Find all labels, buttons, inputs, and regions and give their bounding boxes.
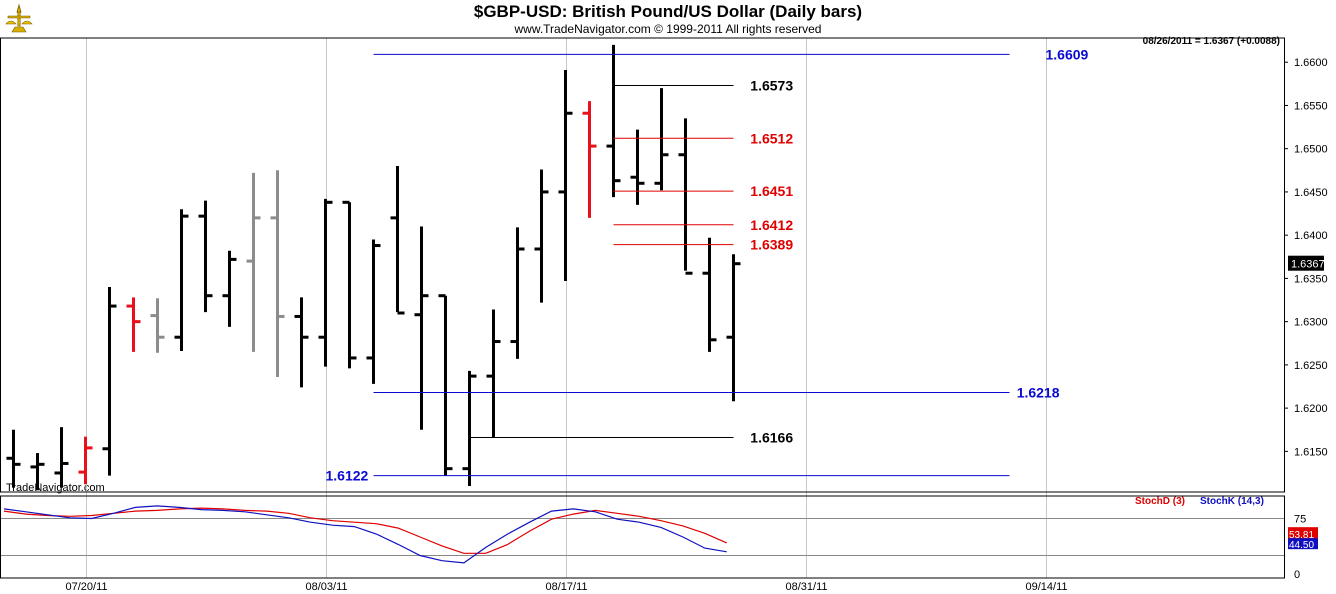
ohlc-bar [462,370,477,486]
ohlc-bar [510,227,525,359]
ohlc-bar [606,44,621,198]
y-tick-label: 1.6450 [1294,187,1328,199]
level-label: 1.6451 [750,183,793,199]
trade-navigator-logo-icon [4,2,34,36]
ohlc-bar [414,226,429,430]
ohlc-bar [222,250,237,327]
level-label: 1.6389 [750,237,793,253]
ohlc-bar [6,429,21,488]
stoch-k-value: 44.50 [1289,540,1314,551]
ohlc-bar [30,453,45,491]
level-label: 1.6122 [326,468,369,484]
level-label: 1.6512 [750,130,793,146]
price-panel-frame [0,37,1285,493]
y-tick-label: 1.6300 [1294,317,1328,329]
ohlc-bar [318,198,333,367]
level-label: 1.6166 [750,430,793,446]
stoch-line [3,505,727,564]
ohlc-bar [366,239,381,384]
ohlc-bar [726,254,741,402]
price-readout: 08/26/2011 = 1.6367 (+0.0088) [1142,36,1280,47]
level-label: 1.6218 [1017,385,1060,401]
x-tick-label: 09/14/11 [1025,581,1067,593]
ohlc-bar [102,287,117,476]
ohlc-bar [150,298,165,353]
stoch-panel-frame [0,495,1285,579]
ohlc-bar [246,172,261,352]
y-tick-label: 1.6150 [1294,446,1328,458]
ohlc-bar [702,237,717,352]
ohlc-bar [198,200,213,313]
ohlc-bar [294,297,309,388]
y-tick-label: 1.6350 [1294,273,1328,285]
x-tick-label: 08/31/11 [785,581,827,593]
ohlc-bar [54,427,69,488]
y-tick-label: 1.6600 [1294,57,1328,69]
y-tick-label: 1.6550 [1294,100,1328,112]
x-tick-label: 08/17/11 [545,581,587,593]
ohlc-bar [438,294,453,476]
ohlc-bar [654,88,669,191]
ohlc-bar [630,129,645,205]
chart-title: $GBP-USD: British Pound/US Dollar (Daily… [473,2,863,21]
y-tick-label: 1.6200 [1294,403,1328,415]
ohlc-bar [78,436,93,485]
watermark: TradeNavigator.com [6,482,105,494]
stoch-d-value: 53.81 [1289,530,1314,541]
ohlc-bar [582,101,597,218]
ohlc-bar [342,200,357,369]
chart-subtitle: www.TradeNavigator.com © 1999-2011 All r… [514,22,822,36]
axes: 07/20/11 08/03/11 08/17/11 08/31/11 09/14/11… [0,37,1328,593]
stochastic-panel [0,505,1284,564]
stoch-d-value-box [1288,527,1318,541]
stoch-y-tick-label: 75 [1294,514,1306,526]
level-label: 1.6412 [750,217,793,233]
level-label: 1.6573 [750,78,793,94]
stoch-k-value-box [1288,538,1318,550]
last-price-label: 1.6367 [1291,259,1325,271]
last-price-box [1288,255,1324,271]
ohlc-bar [558,69,573,281]
legend-stoch-k: StochK (14,3) [1200,496,1264,507]
ohlc-bar [174,209,189,352]
stoch-line [3,507,727,554]
ohlc-bar [678,118,693,275]
x-tick-label: 07/20/11 [65,581,107,593]
ohlc-bar [270,170,285,377]
ohlc-bar [534,169,549,303]
price-bars [6,44,741,491]
level-label: 1.6609 [1046,46,1089,62]
ohlc-bar [486,309,501,438]
legend-stoch-d: StochD (3) [1135,496,1185,507]
ohlc-bar [390,165,405,315]
ohlc-bar [126,297,141,352]
stoch-y-tick-label: 0 [1294,569,1300,581]
y-tick-label: 1.6500 [1294,144,1328,156]
y-tick-label: 1.6250 [1294,360,1328,372]
y-tick-label: 1.6400 [1294,230,1328,242]
level-lines: 1.6609 1.6573 1.6512 1.6451 1.6412 1.6389 1.62… [326,46,1089,483]
x-tick-label: 08/03/11 [305,581,347,593]
